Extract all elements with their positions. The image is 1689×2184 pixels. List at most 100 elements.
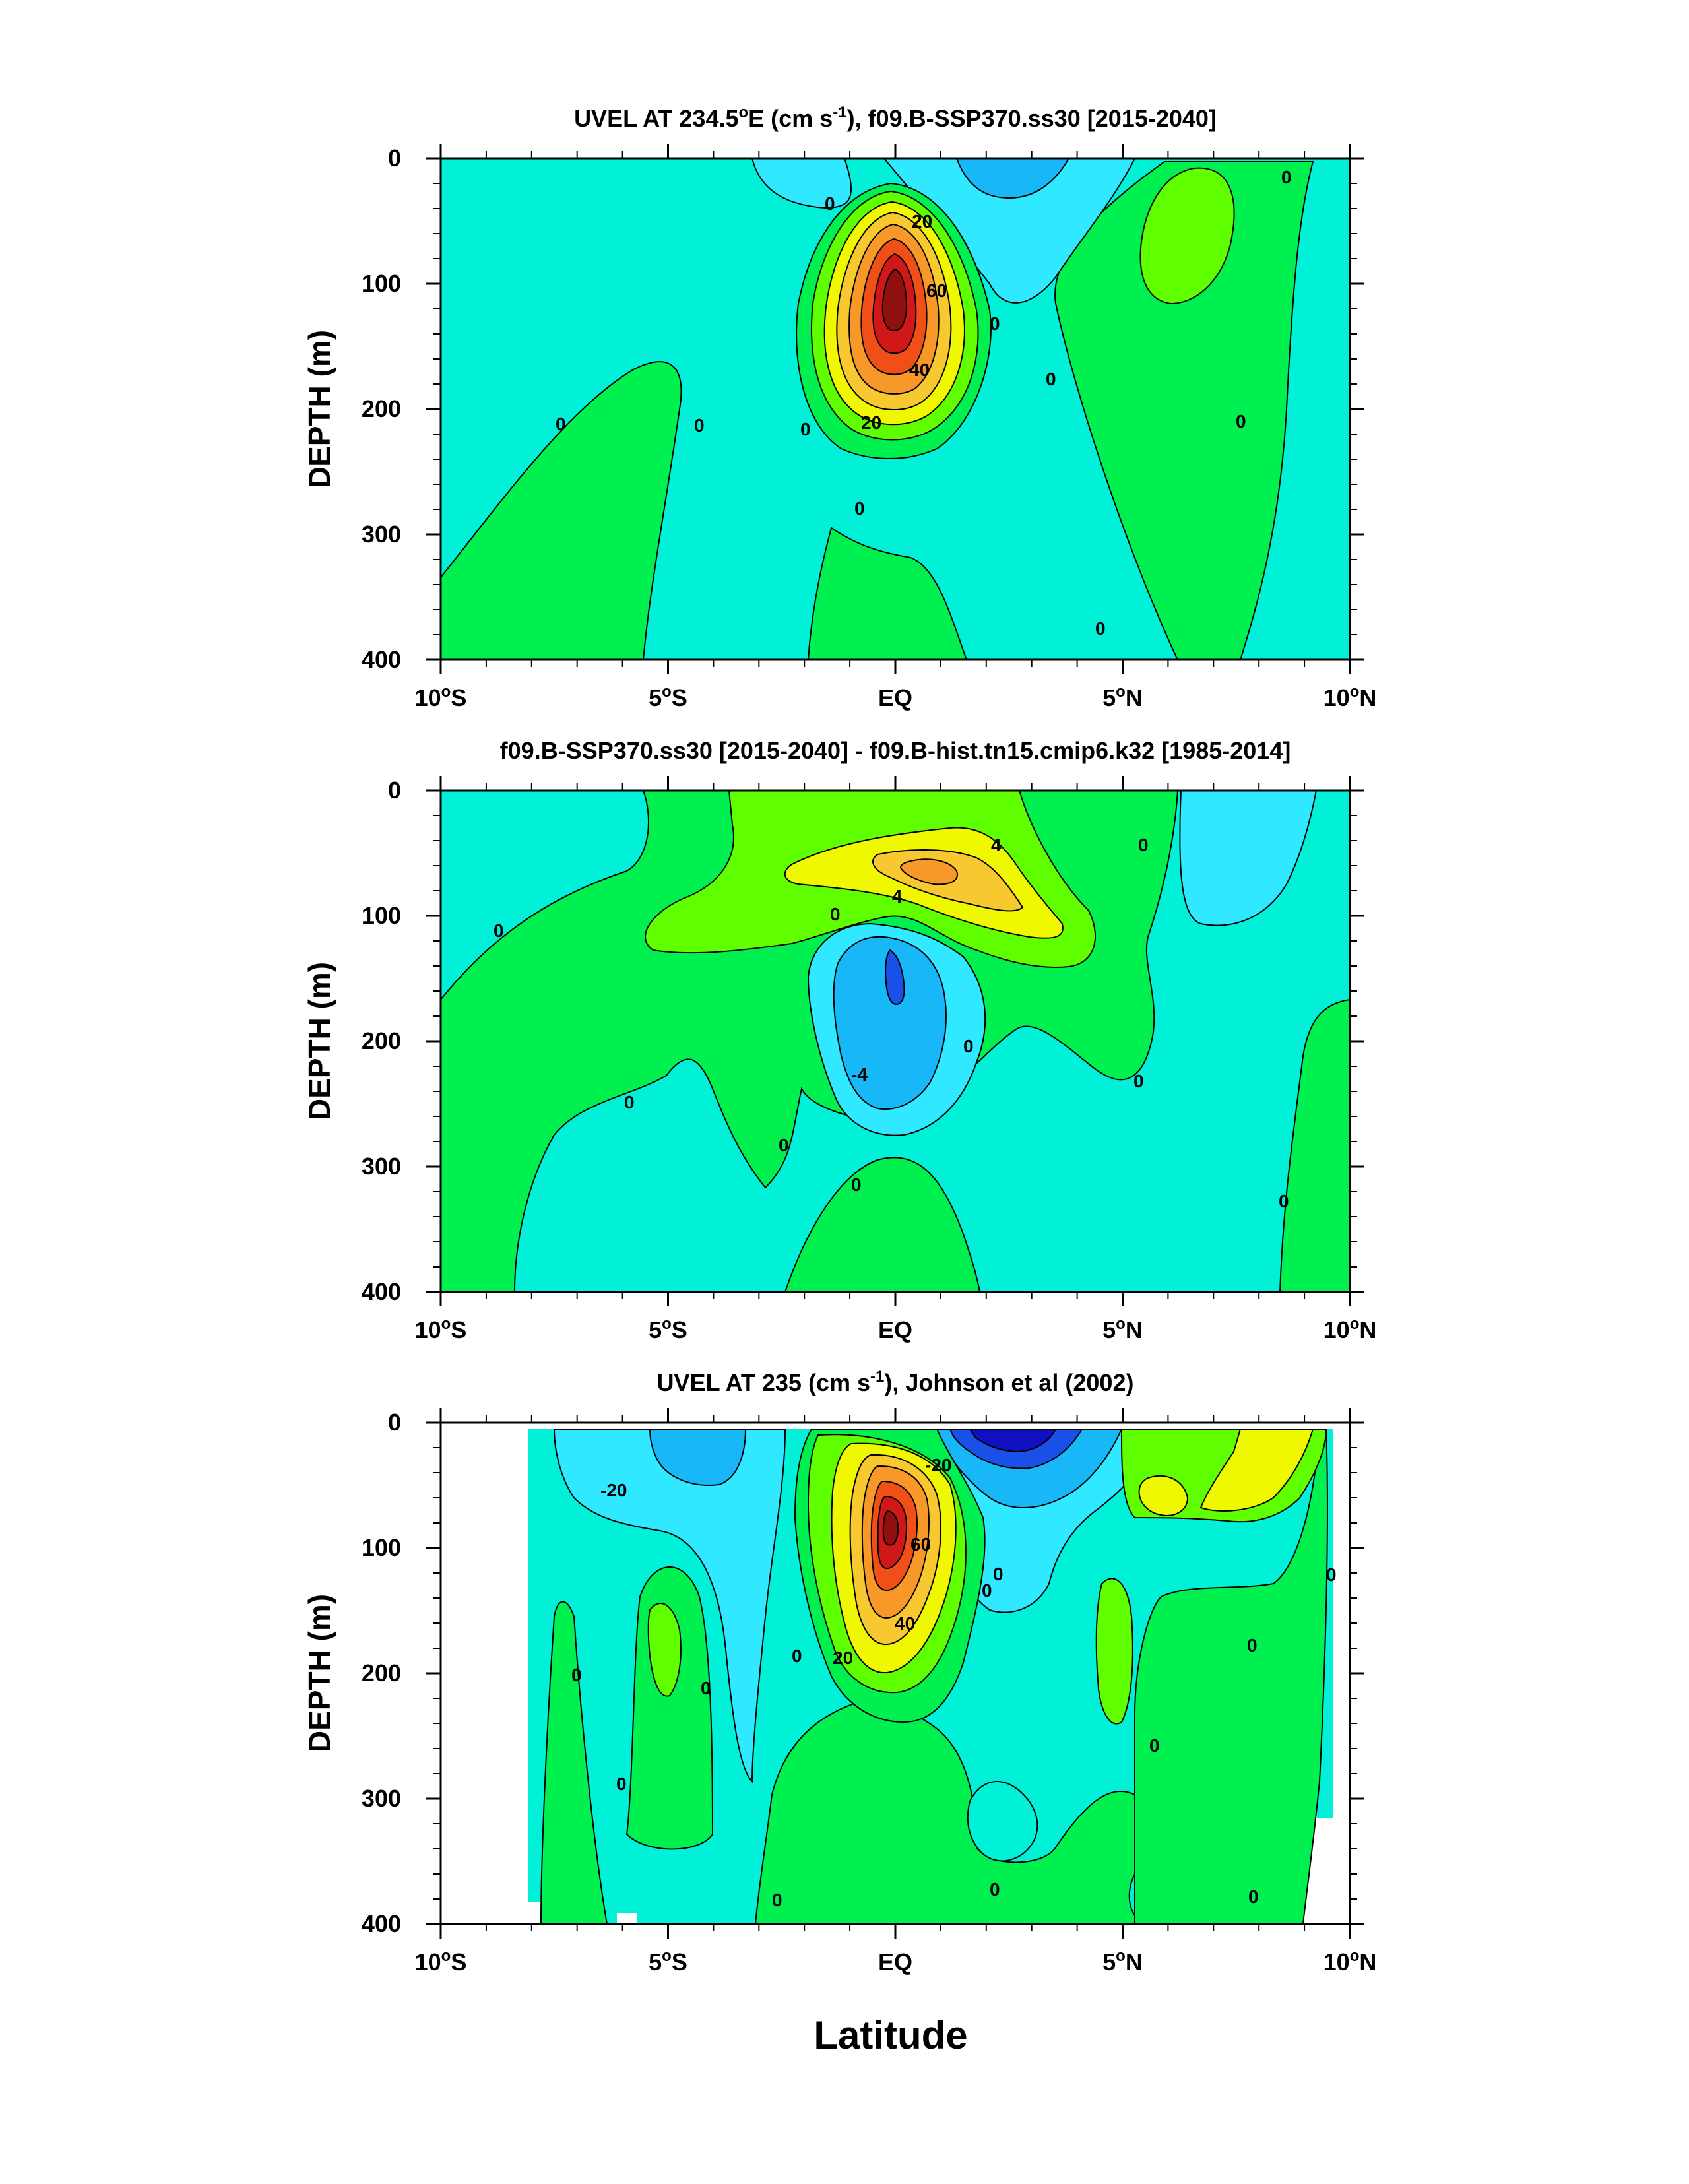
x-tick-label: 10oN (1323, 1947, 1377, 1975)
p1-fill-surface-cyan (482, 158, 852, 209)
p3-contour-label: 20 (833, 1648, 853, 1668)
p3-contour-label: 0 (616, 1774, 627, 1794)
panel-1-contours (441, 158, 1350, 660)
p3-contour-label: 40 (895, 1613, 915, 1634)
p1-contour-label: 0 (854, 498, 865, 519)
panel-2-title: f09.B-SSP370.ss30 [2015-2040] - f09.B-hi… (500, 737, 1291, 764)
p3-contour-label: 0 (982, 1580, 992, 1601)
p3-fill-p20-east (1199, 1429, 1314, 1512)
p3-fill-green-5s (647, 1603, 682, 1697)
p2-contour-label: 0 (830, 904, 841, 924)
panel-1-contour-labels: 0 0 0 0 0 0 0 0 0 0 20 20 40 60 (556, 167, 1292, 639)
x-tick-label: 5oN (1102, 1315, 1143, 1343)
p3-fill-green-6n (1095, 1578, 1133, 1725)
y-axis-label: DEPTH (m) (302, 962, 336, 1120)
p3-fill-green-sw (540, 1601, 608, 1924)
p1-contour-label: 40 (909, 360, 930, 380)
p1-contour-label: 60 (926, 280, 947, 301)
panel-3-contour-labels: -20 -20 20 20 40 60 0 0 0 0 0 0 0 0 0 0 … (571, 1455, 1337, 1910)
p3-fill-cyan-mid (967, 1781, 1038, 1862)
p3-contour-label: 0 (990, 1879, 1000, 1900)
x-tick-label: 10oS (415, 1947, 467, 1975)
p3-contour-label: -20 (925, 1455, 951, 1475)
panel-1: UVEL AT 234.5oE (cm s-1), f09.B-SSP370.s… (302, 104, 1376, 711)
y-tick-label: 200 (362, 1027, 401, 1054)
panel-3-contours (441, 1423, 1350, 1924)
p2-fill-m20 (833, 936, 947, 1110)
p2-contour-label: 0 (779, 1135, 789, 1155)
x-tick-label: EQ (878, 1948, 912, 1975)
p3-contour-label: 0 (1248, 1886, 1259, 1907)
panel-1-title: UVEL AT 234.5oE (cm s-1), f09.B-SSP370.s… (574, 104, 1217, 132)
x-tick-label: 10oN (1323, 1315, 1377, 1343)
x-tick-label: 10oS (415, 683, 467, 711)
x-tick-label: EQ (878, 684, 912, 711)
x-tick-label: 5oN (1102, 1947, 1143, 1975)
p2-contour-label: 0 (1133, 1071, 1144, 1091)
p3-contour-label: 0 (701, 1678, 711, 1698)
p1-contour-label: 0 (1281, 167, 1292, 187)
y-tick-label: 400 (362, 646, 401, 673)
x-axis-label: Latitude (813, 2013, 967, 2057)
p2-contour-label: 0 (624, 1092, 635, 1112)
y-tick-label: 400 (362, 1910, 401, 1937)
p2-contour-label: 0 (851, 1174, 862, 1195)
y-tick-label: 0 (388, 145, 401, 172)
panel-2: f09.B-SSP370.ss30 [2015-2040] - f09.B-hi… (302, 737, 1376, 1343)
p3-contour-label: 0 (571, 1665, 582, 1685)
p3-contour-label: 60 (910, 1534, 931, 1555)
panel-2-contour-labels: 4 4 0 0 0 0 0 0 0 0 0 0 -4 (494, 835, 1289, 1211)
p2-fill-green-east (1279, 998, 1350, 1292)
p2-contour-label: 4 (991, 835, 1002, 855)
y-tick-label: 100 (362, 902, 401, 929)
p2-contour-label: -4 (851, 1064, 868, 1085)
x-tick-label: 5oS (649, 1947, 687, 1975)
p1-fill-p100 (881, 268, 908, 331)
p1-contour-label: 20 (912, 211, 932, 232)
p1-contour-label: 0 (556, 414, 566, 434)
p3-fill-p20-east2 (1138, 1475, 1189, 1516)
p3-contour-label: 0 (993, 1564, 1004, 1584)
p3-fill-green-east (1133, 1429, 1328, 1924)
p1-contour-label: 0 (1095, 618, 1106, 639)
y-tick-label: 200 (362, 1659, 401, 1686)
y-tick-label: 100 (362, 1534, 401, 1561)
x-tick-label: 5oN (1102, 683, 1143, 711)
p1-contour-label: 20 (861, 412, 881, 433)
p2-contour-label: 4 (892, 886, 903, 907)
p1-contour-label: 0 (694, 415, 705, 435)
y-axis-label: DEPTH (m) (302, 1594, 336, 1752)
y-tick-label: 100 (362, 270, 401, 297)
p3-contour-label: 0 (1149, 1735, 1160, 1756)
p2-contour-label: 0 (963, 1036, 974, 1056)
y-tick-label: 400 (362, 1278, 401, 1305)
y-tick-label: 0 (388, 1409, 401, 1436)
y-tick-label: 0 (388, 777, 401, 804)
p1-contour-label: 0 (990, 313, 1000, 334)
x-tick-label: 10oS (415, 1315, 467, 1343)
p1-contour-label: 0 (825, 193, 835, 214)
y-axis-label: DEPTH (m) (302, 330, 336, 488)
p1-fill-north-green (1054, 161, 1314, 660)
panel-3: UVEL AT 235 (cm s-1), Johnson et al (200… (302, 1368, 1376, 1975)
p3-fill-dblue-core (969, 1429, 1057, 1453)
p3-contour-label: 0 (1247, 1635, 1258, 1655)
p2-contour-label: 0 (1279, 1191, 1289, 1211)
x-tick-label: 5oS (649, 683, 687, 711)
x-tick-label: EQ (878, 1316, 912, 1343)
p1-fill-ssouth-green (441, 361, 682, 660)
p3-contour-label: 0 (792, 1646, 802, 1666)
p3-contour-label: 0 (1326, 1564, 1337, 1585)
y-tick-label: 300 (362, 521, 401, 548)
p3-fill-blue-west (649, 1429, 747, 1486)
p1-fill-westward-blue (955, 158, 1070, 199)
y-tick-label: 200 (362, 395, 401, 422)
x-tick-label: 10oN (1323, 683, 1377, 711)
p2-contour-label: 0 (494, 920, 504, 941)
y-tick-label: 300 (362, 1153, 401, 1180)
p2-fill-p40 (899, 858, 958, 885)
